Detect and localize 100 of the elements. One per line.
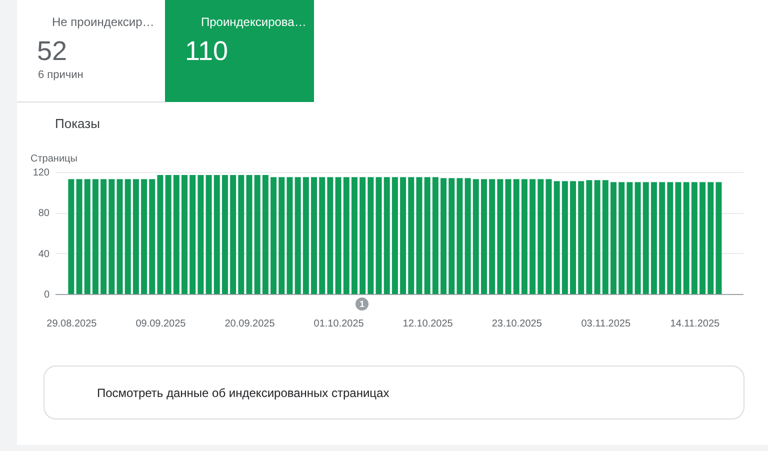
bar — [708, 182, 714, 294]
bar — [392, 177, 398, 294]
bar — [546, 179, 552, 294]
bar — [554, 181, 560, 294]
bar — [343, 177, 350, 294]
bar — [376, 177, 382, 294]
x-tick-label: 23.10.2025 — [492, 318, 542, 330]
x-tick-label: 01.10.2025 — [314, 318, 364, 330]
bar — [100, 179, 107, 294]
bar — [351, 177, 358, 294]
text: Показы — [55, 116, 100, 131]
bar — [108, 179, 115, 294]
x-tick-label: 29.08.2025 — [46, 318, 98, 330]
bar — [700, 182, 706, 294]
bar — [464, 178, 471, 294]
bar — [278, 177, 285, 294]
bar — [246, 175, 252, 294]
bar — [198, 175, 204, 294]
bar — [286, 177, 293, 294]
y-tick-label: 40 — [38, 248, 50, 260]
bar — [254, 175, 260, 294]
text: 110 — [185, 36, 228, 66]
bar — [626, 182, 633, 294]
bar — [302, 177, 309, 294]
bar — [92, 179, 98, 294]
bar — [675, 182, 682, 294]
bar — [84, 179, 90, 294]
bar — [262, 175, 268, 294]
y-tick-label: 120 — [32, 168, 50, 178]
bar — [416, 177, 422, 294]
bar — [489, 179, 496, 294]
x-tick-label: 14.11.2025 — [670, 318, 720, 330]
bar — [335, 177, 342, 294]
bar — [602, 180, 608, 294]
bar — [448, 178, 455, 294]
bar — [149, 179, 156, 294]
bar — [472, 179, 479, 294]
bar — [400, 177, 406, 294]
bar — [238, 175, 244, 294]
y-axis-title: Страницы — [30, 154, 78, 164]
text: 52 — [37, 36, 68, 66]
y-tick-label: 80 — [38, 208, 50, 220]
bar — [270, 177, 277, 294]
bar — [182, 175, 188, 294]
bar — [190, 175, 196, 294]
x-tick-label: 12.10.2025 — [402, 318, 454, 330]
bar — [319, 177, 326, 294]
bar — [173, 175, 180, 294]
bar — [618, 182, 625, 294]
y-tick-label: 0 — [44, 290, 50, 300]
bar — [116, 179, 123, 294]
bar — [157, 175, 164, 294]
text: 6 причин — [38, 69, 84, 81]
bar — [570, 181, 576, 294]
bar — [368, 177, 374, 294]
bar — [683, 182, 690, 294]
x-tick-label: 03.11.2025 — [581, 318, 631, 330]
bar — [691, 182, 698, 294]
bar — [594, 180, 600, 294]
text: Проиндексирова… — [201, 15, 306, 29]
bar — [610, 182, 616, 294]
bar — [650, 182, 657, 294]
bar — [497, 179, 504, 294]
bar — [214, 175, 220, 294]
bar — [505, 179, 512, 294]
bar — [634, 182, 641, 294]
bar — [432, 177, 438, 294]
bar — [456, 178, 463, 294]
bar — [538, 179, 544, 294]
bar — [124, 179, 131, 294]
text: Не проиндексир… — [52, 15, 154, 29]
bar — [230, 175, 236, 294]
text: 1 — [359, 299, 365, 309]
bar — [222, 175, 228, 294]
bar — [68, 179, 74, 294]
bar — [659, 182, 666, 294]
bar — [408, 177, 414, 294]
bar — [424, 177, 430, 294]
bar — [165, 175, 172, 294]
bar — [360, 177, 366, 294]
x-tick-label: 09.09.2025 — [136, 318, 186, 330]
bar — [530, 179, 536, 294]
bar — [578, 181, 584, 294]
bar — [206, 175, 212, 294]
bar — [311, 177, 318, 294]
bar — [440, 178, 447, 294]
bar — [384, 177, 390, 294]
bar — [513, 179, 520, 294]
text: Посмотреть данные об индексированных страницах — [97, 386, 390, 400]
bar — [716, 182, 722, 294]
bar — [586, 180, 592, 294]
bar — [132, 179, 139, 294]
bar — [562, 181, 568, 294]
bar — [327, 177, 334, 294]
x-tick-label: 20.09.2025 — [224, 318, 276, 330]
bar — [294, 177, 301, 294]
bar — [667, 182, 674, 294]
bar — [642, 182, 649, 294]
bar — [141, 179, 148, 294]
bar — [480, 179, 487, 294]
